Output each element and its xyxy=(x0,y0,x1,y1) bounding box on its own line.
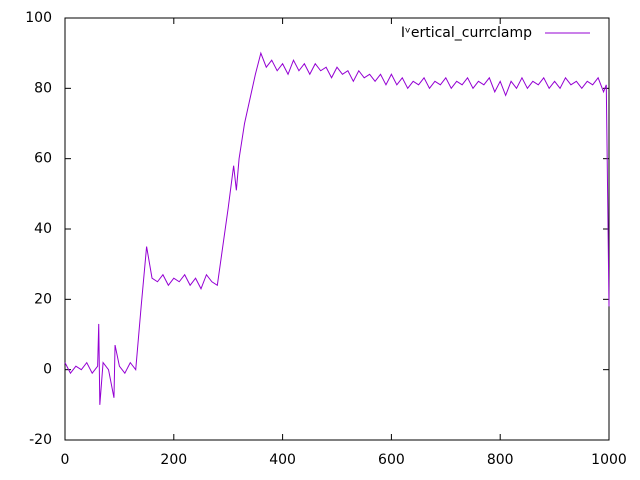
y-tick-label: 40 xyxy=(34,221,52,237)
y-tick-label: 80 xyxy=(34,80,52,96)
data-line xyxy=(64,51,610,405)
x-tick-label: 600 xyxy=(378,452,405,468)
plot-border xyxy=(64,17,610,441)
x-tick-label: 0 xyxy=(61,452,70,468)
y-tick-label: 60 xyxy=(34,151,52,167)
y-tick-label: -20 xyxy=(29,432,52,448)
x-tick-label: 400 xyxy=(269,452,296,468)
x-tick-label: 800 xyxy=(487,452,514,468)
y-tick-label: 100 xyxy=(25,10,52,26)
y-tick-label: 20 xyxy=(34,291,52,307)
legend-label: Iᵛertical_currclamp xyxy=(401,25,532,41)
x-tick-label: 200 xyxy=(160,452,187,468)
x-tick-label: 1000 xyxy=(591,452,627,468)
y-tick-label: 0 xyxy=(43,362,52,378)
